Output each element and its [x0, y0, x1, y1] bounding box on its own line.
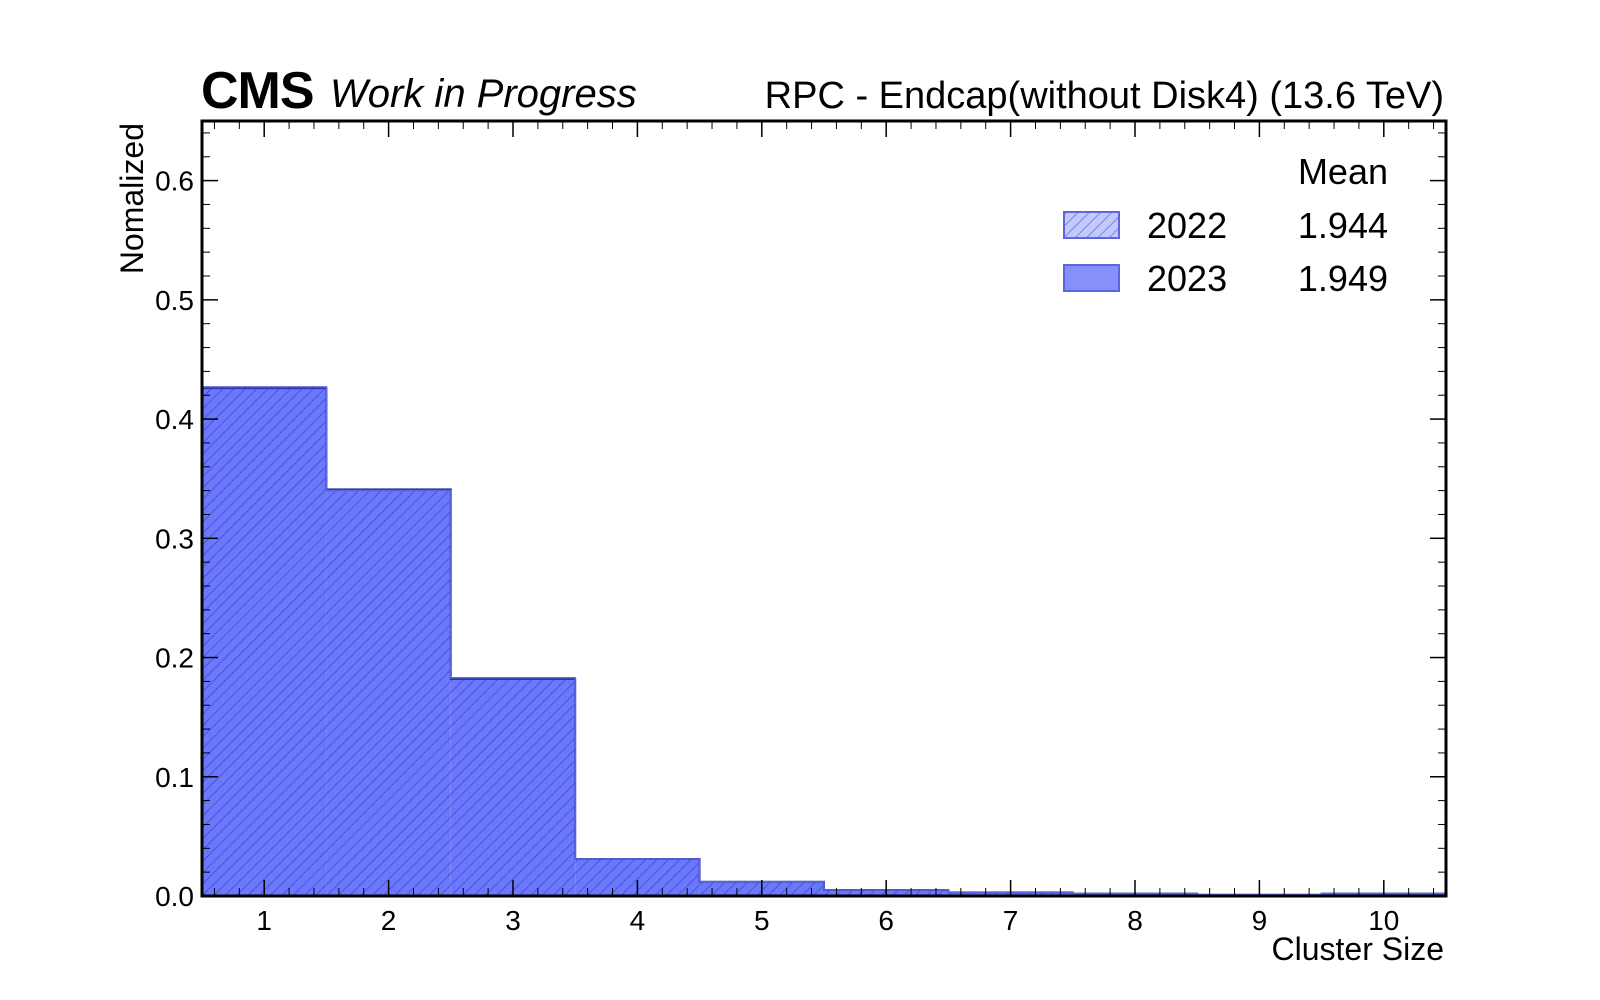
y-tick-label: 0.0	[155, 881, 194, 912]
x-tick-label: 7	[1003, 905, 1019, 936]
x-tick-label: 6	[878, 905, 894, 936]
x-tick-label: 2	[381, 905, 397, 936]
legend-mean-2023: 1.949	[1298, 258, 1388, 299]
legend-mean-2022: 1.944	[1298, 205, 1388, 246]
x-tick-label: 3	[505, 905, 521, 936]
bar-2022-3	[450, 677, 576, 896]
legend-swatch-2023	[1063, 264, 1120, 292]
histogram-bars	[202, 386, 1446, 896]
x-tick-label: 5	[754, 905, 770, 936]
axis-tick-labels: 1 2 3 4 5 6 7 8 9 10 0.0 0.1 0.2 0.3 0.4 0.5 0.6	[155, 166, 1399, 936]
plot-frame	[200, 119, 1448, 898]
x-tick-label: 4	[630, 905, 646, 936]
x-tick-label: 9	[1252, 905, 1268, 936]
right-label: RPC - Endcap(without Disk4) (13.6 TeV)	[765, 75, 1444, 117]
legend: Mean 2022 1.944 2023 1.949	[1063, 151, 1388, 299]
cms-label: CMS	[201, 62, 314, 120]
y-axis-label: Nomalized	[114, 123, 150, 274]
x-tick-label: 1	[256, 905, 272, 936]
y-tick-label: 0.2	[155, 643, 194, 674]
x-axis-label: Cluster Size	[1272, 931, 1445, 967]
legend-header: Mean	[1298, 151, 1388, 192]
bar-2022-2	[326, 490, 451, 896]
legend-label-2023: 2023	[1147, 258, 1227, 299]
y-tick-label: 0.4	[155, 404, 194, 435]
status-label: Work in Progress	[330, 72, 637, 116]
x-tick-label: 10	[1368, 905, 1399, 936]
legend-label-2022: 2022	[1147, 205, 1227, 246]
y-tick-label: 0.5	[155, 285, 194, 316]
y-tick-label: 0.6	[155, 166, 194, 197]
bar-2022-1	[202, 386, 327, 896]
x-tick-label: 8	[1127, 905, 1143, 936]
y-tick-label: 0.3	[155, 523, 194, 554]
y-tick-label: 0.1	[155, 762, 194, 793]
legend-swatch-2022	[1063, 211, 1120, 239]
